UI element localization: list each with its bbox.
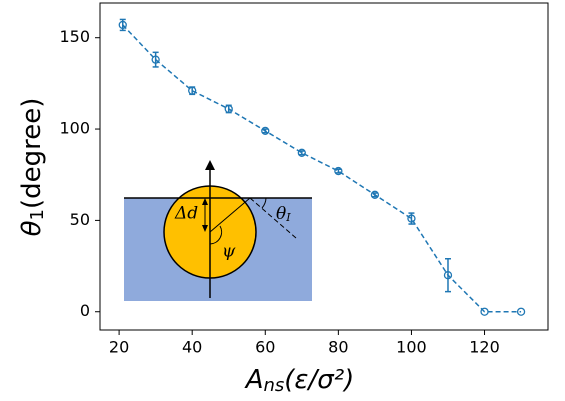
y-label-sub: 1: [27, 209, 48, 220]
data-point: [261, 126, 270, 136]
psi-arc: [209, 225, 223, 245]
y-axis-label: θ1(degree): [17, 98, 49, 237]
y-label-rest: (degree): [17, 98, 47, 209]
data-point: [118, 20, 127, 30]
data-point: [480, 307, 489, 316]
data-point: [188, 86, 197, 95]
data-point: [370, 190, 380, 199]
arrowhead: [205, 160, 215, 170]
y-tick-label: 150: [59, 27, 90, 46]
angle-subscript: I: [285, 211, 291, 224]
x-tick-label: 20: [109, 338, 129, 357]
data-point: [443, 271, 453, 280]
x-label-sub: ns: [263, 375, 284, 396]
data-point: [297, 148, 306, 157]
inset-diagram: Δd θI ψ: [124, 160, 312, 301]
x-label-main: A: [244, 365, 264, 395]
y-tick-label: 100: [59, 119, 90, 138]
plot-frame: [99, 2, 549, 331]
tangent: [249, 197, 297, 239]
y-tick-label: 50: [70, 210, 90, 229]
depth-label: Δd: [174, 204, 198, 224]
psi-label: ψ: [222, 242, 236, 262]
arrowhead: [202, 225, 208, 232]
x-tick-label: 60: [255, 338, 275, 357]
data-point: [151, 55, 160, 64]
data-point: [224, 104, 233, 114]
y-tick-label: 0: [80, 301, 90, 320]
series-line: [122, 24, 522, 313]
x-tick-label: 100: [396, 338, 427, 357]
data-point: [516, 307, 526, 316]
arrowhead: [202, 198, 208, 205]
x-label-rest: (ε/σ²): [284, 365, 354, 395]
x-axis-label: Ans(ε/σ²): [244, 365, 355, 397]
y-label-main: θ: [17, 220, 47, 236]
radius: [209, 197, 251, 233]
x-tick-label: 120: [469, 338, 500, 357]
data-point: [334, 166, 343, 176]
data-point: [407, 214, 416, 223]
x-tick-label: 80: [328, 338, 348, 357]
angle-label: θI: [276, 204, 291, 225]
x-tick-label: 40: [182, 338, 202, 357]
angle-arc: [261, 197, 267, 209]
angle-symbol: θ: [276, 204, 286, 224]
